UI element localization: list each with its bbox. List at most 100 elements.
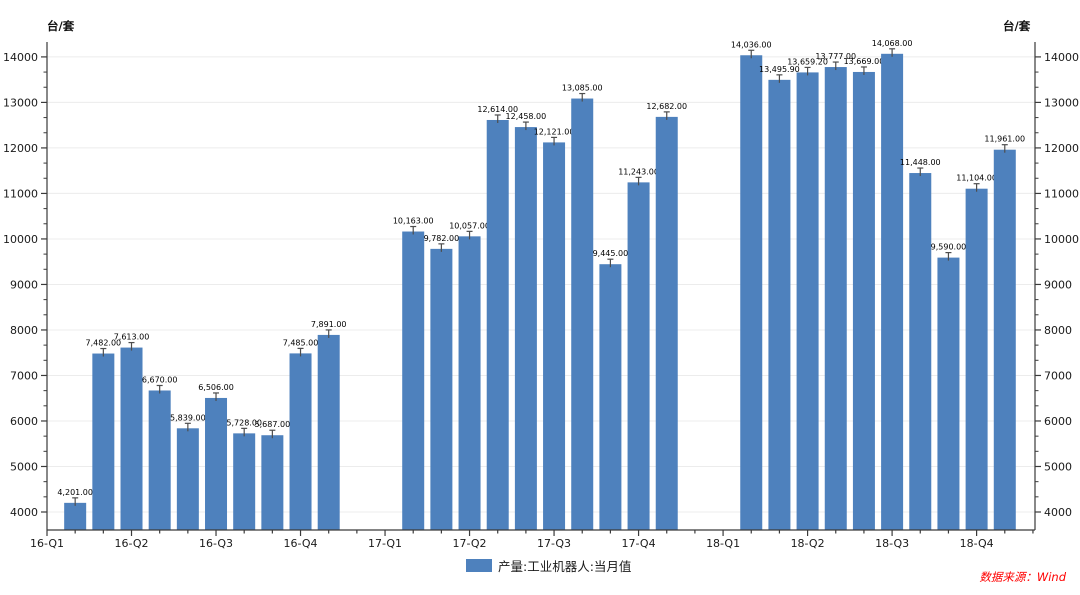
bar <box>909 173 932 531</box>
y-tick-label: 8000 <box>1044 324 1072 337</box>
bar <box>458 236 481 530</box>
x-tick-label: 17-Q3 <box>537 537 571 550</box>
x-tick-label: 16-Q4 <box>284 537 318 550</box>
bar <box>655 116 678 531</box>
x-tick-label: 17-Q4 <box>622 537 656 550</box>
y-tick-label: 10000 <box>3 233 38 246</box>
bar-value-label: 4,201.00 <box>57 488 93 497</box>
bar-value-label: 7,482.00 <box>86 339 122 348</box>
bar-value-label: 7,891.00 <box>311 320 347 329</box>
bar-value-label: 10,163.00 <box>393 217 434 226</box>
bar-value-label: 12,682.00 <box>646 102 687 111</box>
y-tick-label: 9000 <box>10 278 38 291</box>
bar-value-label: 13,495.90 <box>759 65 800 74</box>
bar <box>768 79 791 531</box>
bar-value-label: 9,590.00 <box>931 243 967 252</box>
bar <box>402 231 425 531</box>
bar <box>852 71 875 531</box>
bar-value-label: 7,485.00 <box>283 338 319 347</box>
bar <box>543 142 566 531</box>
bar-value-label: 5,839.00 <box>170 413 206 422</box>
y-tick-label: 8000 <box>10 324 38 337</box>
bar-value-label: 12,614.00 <box>477 105 518 114</box>
x-tick-label: 16-Q3 <box>199 537 233 550</box>
legend-label: 产量:工业机器人:当月值 <box>498 559 632 574</box>
x-tick-label: 18-Q2 <box>791 537 825 550</box>
bar <box>64 502 87 530</box>
y-tick-label: 6000 <box>10 415 38 428</box>
bar-value-label: 13,085.00 <box>562 84 603 93</box>
bar-value-label: 9,445.00 <box>593 249 629 258</box>
bar-value-label: 13,659.20 <box>787 57 828 66</box>
bar <box>599 264 622 530</box>
y-tick-label: 13000 <box>3 96 38 109</box>
x-tick-label: 16-Q1 <box>30 537 64 550</box>
y-tick-label: 13000 <box>1044 96 1079 109</box>
bar <box>148 390 171 530</box>
y-tick-label: 14000 <box>3 51 38 64</box>
bar-value-label: 12,458.00 <box>506 112 547 121</box>
bar <box>993 149 1016 530</box>
bar <box>205 397 228 530</box>
data-source-note: 数据来源：Wind <box>979 570 1066 584</box>
bar-value-label: 11,961.00 <box>984 135 1025 144</box>
bar-value-label: 12,121.00 <box>534 127 575 136</box>
y-tick-label: 11000 <box>1044 187 1079 200</box>
bar <box>289 353 312 530</box>
bar-value-label: 5,728.00 <box>226 418 262 427</box>
x-tick-label: 18-Q1 <box>706 537 740 550</box>
bar-value-label: 11,243.00 <box>618 167 659 176</box>
bar <box>486 119 509 530</box>
x-tick-label: 17-Q1 <box>368 537 402 550</box>
y-tick-label: 5000 <box>10 460 38 473</box>
y-axis-unit-left: 台/套 <box>47 19 75 33</box>
bar <box>430 248 453 530</box>
x-tick-label: 18-Q3 <box>875 537 909 550</box>
bar-value-label: 14,068.00 <box>872 39 913 48</box>
bar <box>627 182 650 530</box>
y-tick-label: 9000 <box>1044 278 1072 291</box>
y-tick-label: 10000 <box>1044 233 1079 246</box>
bar <box>965 188 988 530</box>
y-tick-label: 7000 <box>10 369 38 382</box>
x-tick-label: 16-Q2 <box>114 537 148 550</box>
y-tick-label: 12000 <box>1044 142 1079 155</box>
y-tick-label: 14000 <box>1044 51 1079 64</box>
bar <box>233 433 256 530</box>
y-tick-label: 11000 <box>3 187 38 200</box>
bar-value-label: 11,448.00 <box>900 158 941 167</box>
bar <box>514 127 537 531</box>
bar-value-label: 14,036.00 <box>731 40 772 49</box>
bar <box>120 347 143 530</box>
x-tick-label: 17-Q2 <box>453 537 487 550</box>
y-axis-unit-right: 台/套 <box>1003 19 1031 33</box>
bar <box>261 435 284 530</box>
bar-value-label: 11,104.00 <box>956 174 997 183</box>
bar-value-label: 13,777.00 <box>815 52 856 61</box>
bar <box>881 53 904 530</box>
x-tick-label: 18-Q4 <box>960 537 994 550</box>
bar-value-label: 6,506.00 <box>198 383 234 392</box>
bar <box>824 67 847 530</box>
bar <box>92 353 115 530</box>
y-tick-label: 6000 <box>1044 415 1072 428</box>
bar <box>796 72 819 531</box>
bar-value-label: 9,782.00 <box>424 234 460 243</box>
bar-value-label: 10,057.00 <box>449 221 490 230</box>
bar-value-label: 13,669.00 <box>844 57 885 66</box>
bar <box>571 98 594 530</box>
y-tick-label: 4000 <box>1044 506 1072 519</box>
bar-value-label: 5,687.00 <box>255 420 291 429</box>
legend: 产量:工业机器人:当月值 <box>466 556 631 575</box>
legend-swatch <box>466 559 492 572</box>
bar <box>937 257 960 530</box>
y-tick-label: 4000 <box>10 506 38 519</box>
bar <box>317 334 340 530</box>
bar <box>740 55 763 531</box>
bar-value-label: 7,613.00 <box>114 333 150 342</box>
bar <box>176 428 199 530</box>
y-tick-label: 5000 <box>1044 460 1072 473</box>
y-tick-label: 7000 <box>1044 369 1072 382</box>
